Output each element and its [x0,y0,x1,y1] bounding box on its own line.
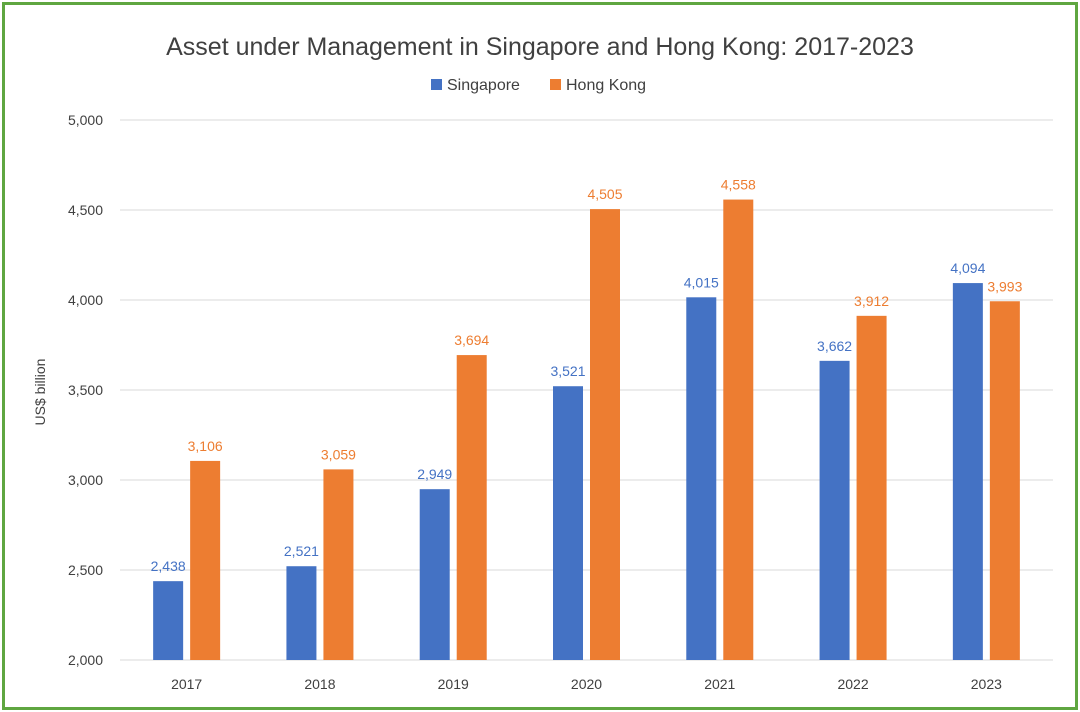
data-label-hong-kong-2018: 3,059 [321,446,356,462]
x-tick-label: 2020 [571,676,602,692]
legend-label-singapore: Singapore [447,77,520,94]
x-axis-ticks: 2017 2018 2019 2020 2021 2022 2023 [171,676,1002,692]
bar-singapore-2020 [553,386,583,660]
bar-hong-kong-2020 [590,209,620,660]
x-tick-label: 2022 [837,676,868,692]
y-tick-label: 2,000 [68,652,103,668]
x-tick-label: 2023 [971,676,1002,692]
bar-hong-kong-2023 [989,301,1020,660]
legend-swatch-hong-kong [550,79,561,90]
data-label-hong-kong-2023: 3,993 [987,278,1022,294]
x-tick-label: 2019 [438,676,469,692]
data-label-hong-kong-2020: 4,505 [587,186,622,202]
data-label-hong-kong-2017: 3,106 [188,438,223,454]
bar-hong-kong-2022 [856,315,887,660]
y-tick-label: 4,000 [68,292,103,308]
legend: Singapore Hong Kong [431,77,646,94]
data-label-singapore-2022: 3,662 [817,338,852,354]
y-axis-title: US$ billion [32,359,48,426]
bar-hong-kong-2021 [723,199,754,660]
y-tick-label: 2,500 [68,562,103,578]
y-tick-label: 3,500 [68,382,103,398]
chart-title: Asset under Management in Singapore and … [166,33,914,61]
bar-singapore-2019 [419,489,450,660]
data-label-singapore-2021: 4,015 [684,274,719,290]
y-tick-label: 3,000 [68,472,103,488]
bar-hong-kong-2018 [323,469,354,660]
data-label-singapore-2023: 4,094 [950,260,985,276]
data-label-singapore-2017: 2,438 [151,558,186,574]
y-tick-label: 4,500 [68,202,103,218]
bar-singapore-2021 [686,297,717,660]
legend-label-hong-kong: Hong Kong [566,77,646,94]
bar-singapore-2022 [819,360,850,660]
x-tick-label: 2021 [704,676,735,692]
data-label-hong-kong-2019: 3,694 [454,332,489,348]
data-label-singapore-2018: 2,521 [284,543,319,559]
bars [153,199,1020,660]
data-labels: 2,438 3,106 2,521 3,059 2,949 3,694 3,521 4,505… [151,177,1023,575]
data-label-singapore-2020: 3,521 [550,363,585,379]
bar-singapore-2018 [286,566,317,660]
gridlines [120,119,1053,661]
bar-singapore-2023 [952,283,983,660]
bar-hong-kong-2019 [456,355,487,660]
y-axis-ticks: 2,000 2,500 3,000 3,500 4,000 4,500 5,000 [68,112,103,668]
data-label-hong-kong-2022: 3,912 [854,293,889,309]
data-label-hong-kong-2021: 4,558 [721,177,756,193]
bar-chart: Asset under Management in Singapore and … [32,33,1053,692]
bar-hong-kong-2017 [190,460,221,660]
x-tick-label: 2017 [171,676,202,692]
legend-swatch-singapore [431,79,442,90]
x-tick-label: 2018 [304,676,335,692]
y-tick-label: 5,000 [68,112,103,128]
bar-singapore-2017 [153,581,184,660]
data-label-singapore-2019: 2,949 [417,466,452,482]
